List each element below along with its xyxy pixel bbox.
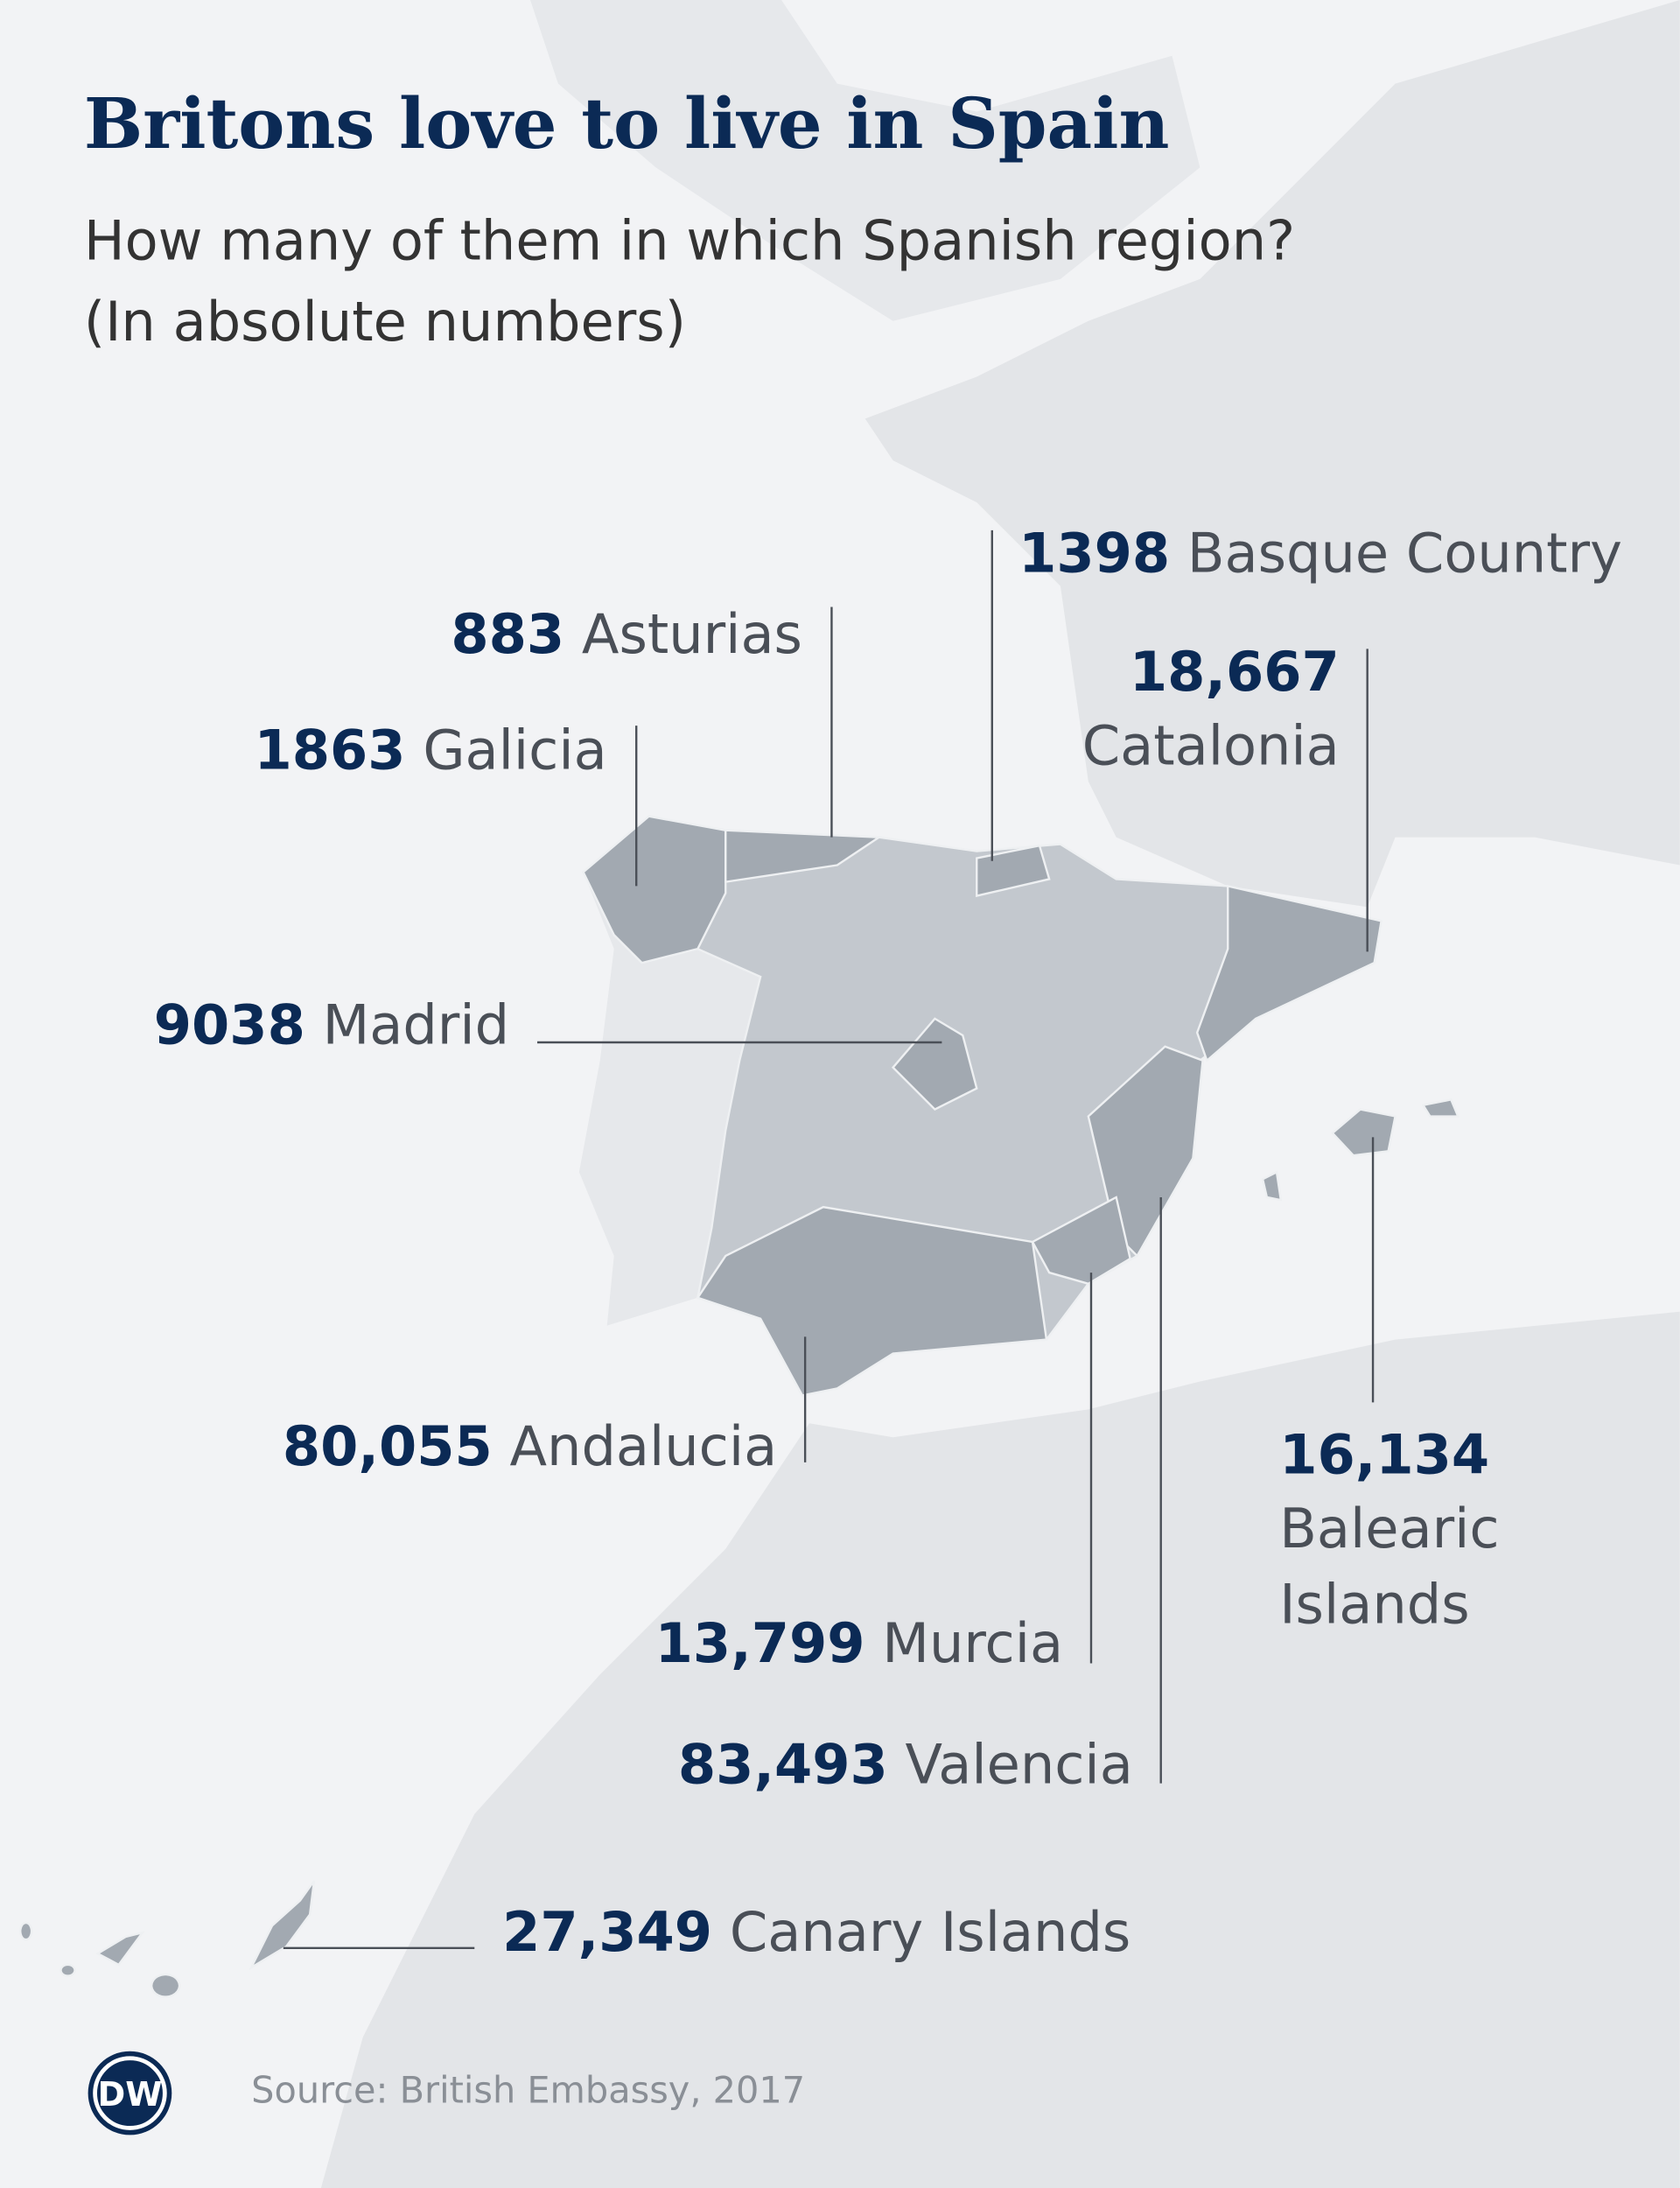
- region-label: 27,349 Canary Islands: [502, 1900, 1130, 1964]
- region-name: Islands: [1279, 1572, 1469, 1636]
- andalucia-region: [696, 1205, 1048, 1397]
- region-value: 13,799: [655, 1611, 865, 1675]
- logo-text: DW: [97, 2075, 162, 2114]
- region-label: 13,799 Murcia: [655, 1611, 1063, 1675]
- region-value: 80,055: [283, 1414, 493, 1478]
- region-label: 83,493 Valencia: [678, 1733, 1133, 1797]
- region-name: Basque Country: [1187, 522, 1622, 586]
- region-name: Murcia: [882, 1611, 1063, 1675]
- region-name: Balearic: [1279, 1497, 1499, 1560]
- region-name: Galicia: [423, 719, 606, 782]
- title: Britons love to live in Spain: [84, 82, 1170, 165]
- canary-region: [19, 1880, 316, 1998]
- region-label: 1863 Galicia: [255, 719, 607, 782]
- region-name: Valencia: [906, 1733, 1133, 1797]
- region-value: 9038: [154, 993, 305, 1057]
- asturias-region: [724, 829, 883, 884]
- region-name: Catalonia: [1082, 714, 1340, 778]
- subtitle: How many of them in which Spanish region…: [84, 209, 1295, 273]
- region-value: 83,493: [678, 1733, 888, 1797]
- galicia-region: [582, 815, 727, 964]
- region-value: 883: [451, 602, 564, 666]
- region-value: 1398: [1018, 522, 1170, 586]
- region-name: Canary Islands: [730, 1900, 1131, 1964]
- subtitle: (In absolute numbers): [84, 290, 686, 354]
- logo-circle: [88, 2051, 172, 2135]
- madrid-region: [891, 1017, 978, 1111]
- region-value: 1863: [255, 719, 406, 782]
- region-label: 9038 Madrid: [154, 993, 509, 1057]
- region-value: 16,134: [1279, 1423, 1489, 1487]
- region-label: 1398 Basque Country: [1018, 522, 1622, 586]
- logo-ring: [93, 2056, 167, 2130]
- region-value: 27,349: [502, 1900, 712, 1964]
- portugal-land: [578, 872, 761, 1326]
- region-name: Madrid: [323, 993, 510, 1057]
- dw-logo: DW: [88, 2051, 172, 2135]
- basque-region: [976, 844, 1051, 898]
- region-labels: 1398 Basque Country 883 Asturias 18,667 …: [154, 522, 1622, 1964]
- france-land: [864, 0, 1680, 908]
- balearic-region: [1261, 1098, 1460, 1202]
- region-label: 883 Asturias: [451, 602, 802, 666]
- africa-land: [320, 1311, 1680, 2188]
- britain-land: [530, 0, 1200, 321]
- region-label: 80,055 Andalucia: [283, 1414, 777, 1478]
- murcia-region: [1031, 1196, 1131, 1286]
- source: Source: British Embassy, 2017: [251, 2070, 805, 2112]
- region-name: Andalucia: [510, 1414, 778, 1478]
- region-name: Asturias: [582, 602, 802, 666]
- region-value: 18,667: [1130, 640, 1340, 704]
- catalonia-region: [1195, 884, 1382, 1062]
